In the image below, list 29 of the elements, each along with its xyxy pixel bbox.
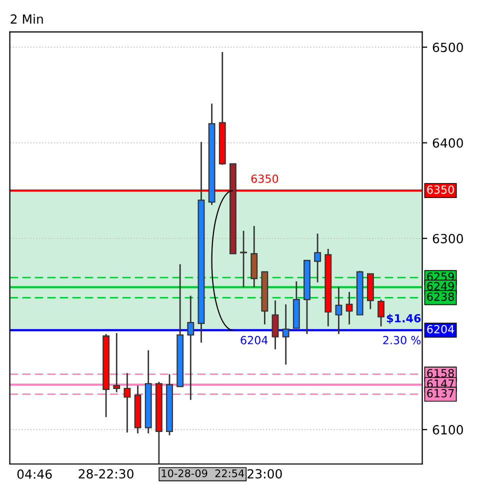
y-tick-label: 6300 — [432, 234, 463, 244]
candlestick — [314, 232, 322, 284]
ref-line-label: 6249 — [427, 282, 454, 290]
ref-line-label: 6204 — [427, 324, 454, 334]
candlestick — [187, 295, 194, 401]
candlestick — [335, 286, 342, 335]
y-tick-label: 6500 — [432, 42, 463, 52]
annotation: 6350 — [251, 174, 278, 183]
x-tick-label: 23:00 — [248, 469, 282, 479]
candlestick — [240, 230, 247, 288]
annotation: $1.46 — [386, 314, 421, 324]
candlestick — [124, 372, 131, 434]
y-tick-label: 6400 — [432, 138, 463, 148]
text: 10-28-09 22:54 — [162, 469, 244, 478]
ref-line-label: 6137 — [427, 389, 454, 398]
annotation: 2.30 % — [383, 336, 421, 344]
ref-line-label: 6158 — [427, 368, 454, 378]
chart-title: 2 Min — [10, 14, 43, 24]
x-tick-label: 28-22:30 — [78, 469, 134, 479]
text: 04:46 — [17, 469, 52, 479]
candlestick — [282, 304, 290, 366]
ref-line-label: 6350 — [427, 185, 454, 194]
y-tick-label: 6100 — [432, 425, 463, 435]
annotation: 6204 — [240, 336, 268, 344]
ref-line-label: 6238 — [427, 292, 454, 301]
candlestick — [378, 298, 384, 328]
candlestick — [113, 332, 120, 393]
candlestick — [346, 291, 353, 326]
candlestick — [272, 300, 279, 350]
